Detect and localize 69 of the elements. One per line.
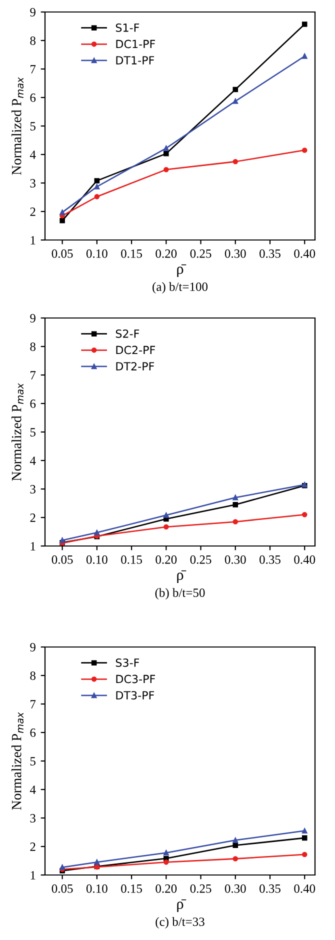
- x-tick-label: 0.05: [52, 249, 73, 258]
- y-tick-label: 8: [30, 672, 36, 680]
- y-tick-label: 2: [30, 842, 36, 851]
- y-axis-title: Normalized P$_{max}$: [11, 712, 24, 810]
- text: (a) b/t=100: [152, 282, 208, 294]
- y-tick-label: 3: [30, 814, 36, 822]
- y-tick-label: 7: [30, 371, 36, 380]
- x-tick-label: 0.35: [260, 555, 280, 564]
- y-tick-label: 9: [30, 314, 36, 322]
- y-tick-label: 6: [30, 728, 36, 737]
- x-tick-label: 0.10: [86, 249, 108, 258]
- legend-label: DT2-PF: [116, 362, 154, 370]
- x-tick-label: 0.35: [260, 249, 280, 258]
- y-tick-label: 4: [30, 786, 36, 794]
- legend-label: DT1-PF: [116, 56, 154, 64]
- y-tick-label: 1: [30, 236, 36, 244]
- y-tick-label: 5: [30, 428, 36, 436]
- x-tick-label: 0.40: [294, 555, 316, 564]
- legend-label: DC3-PF: [116, 674, 156, 684]
- legend-label: DT3-PF: [116, 691, 154, 700]
- y-tick-label: 4: [30, 456, 36, 465]
- y-tick-label: 3: [30, 179, 36, 188]
- x-tick-label: 0.20: [156, 249, 177, 258]
- y-tick-label: 6: [30, 94, 36, 102]
- y-tick-label: 1: [30, 871, 36, 880]
- x-tick-label: 0.25: [190, 249, 212, 258]
- x-tick-label: 0.20: [156, 884, 177, 893]
- x-tick-label: 0.15: [121, 884, 142, 893]
- x-tick-label: 0.15: [121, 555, 142, 564]
- x-axis-title: ρ̄: [177, 899, 186, 912]
- x-tick-label: 0.40: [294, 249, 316, 258]
- y-tick-label: 1: [30, 542, 36, 550]
- y-tick-label: 9: [30, 8, 36, 16]
- legend-label: S2-F: [116, 329, 140, 338]
- y-tick-label: 8: [30, 36, 36, 45]
- x-tick-label: 0.05: [52, 884, 73, 893]
- x-tick-label: 0.30: [224, 884, 246, 893]
- y-tick-label: 9: [30, 643, 36, 652]
- text: (c) b/t=33: [156, 917, 204, 929]
- y-tick-label: 5: [30, 757, 36, 766]
- x-tick-label: 0.10: [86, 555, 108, 564]
- y-tick-label: 7: [30, 65, 36, 74]
- y-tick-label: 2: [30, 514, 36, 522]
- x-tick-label: 0.30: [224, 555, 246, 564]
- x-tick-label: 0.20: [156, 555, 177, 564]
- x-tick-label: 0.35: [260, 884, 280, 893]
- text: (b) b/t=50: [155, 588, 205, 600]
- y-tick-label: 3: [30, 485, 36, 494]
- x-tick-label: 0.25: [190, 555, 212, 564]
- y-axis-title: Normalized P$_{max}$: [11, 77, 24, 175]
- x-axis-title: ρ̄: [177, 570, 186, 583]
- legend-label: DC1-PF: [116, 40, 156, 48]
- y-tick-label: 2: [30, 208, 36, 216]
- x-tick-label: 0.30: [224, 249, 246, 258]
- y-axis-title: Normalized P$_{max}$: [11, 383, 24, 481]
- y-tick-label: 7: [30, 700, 36, 708]
- x-tick-label: 0.25: [190, 884, 212, 893]
- y-tick-label: 5: [30, 122, 36, 130]
- y-tick-label: 8: [30, 342, 36, 351]
- legend-label: S3-F: [116, 658, 140, 667]
- legend-label: DC2-PF: [116, 346, 156, 354]
- x-tick-label: 0.40: [294, 884, 316, 893]
- y-tick-label: 6: [30, 400, 36, 408]
- x-tick-label: 0.10: [86, 884, 108, 893]
- y-tick-label: 4: [30, 150, 36, 159]
- legend-label: S1-F: [116, 23, 140, 32]
- x-tick-label: 0.15: [121, 249, 142, 258]
- x-axis-title: ρ̄: [177, 264, 186, 277]
- x-tick-label: 0.05: [52, 555, 73, 564]
